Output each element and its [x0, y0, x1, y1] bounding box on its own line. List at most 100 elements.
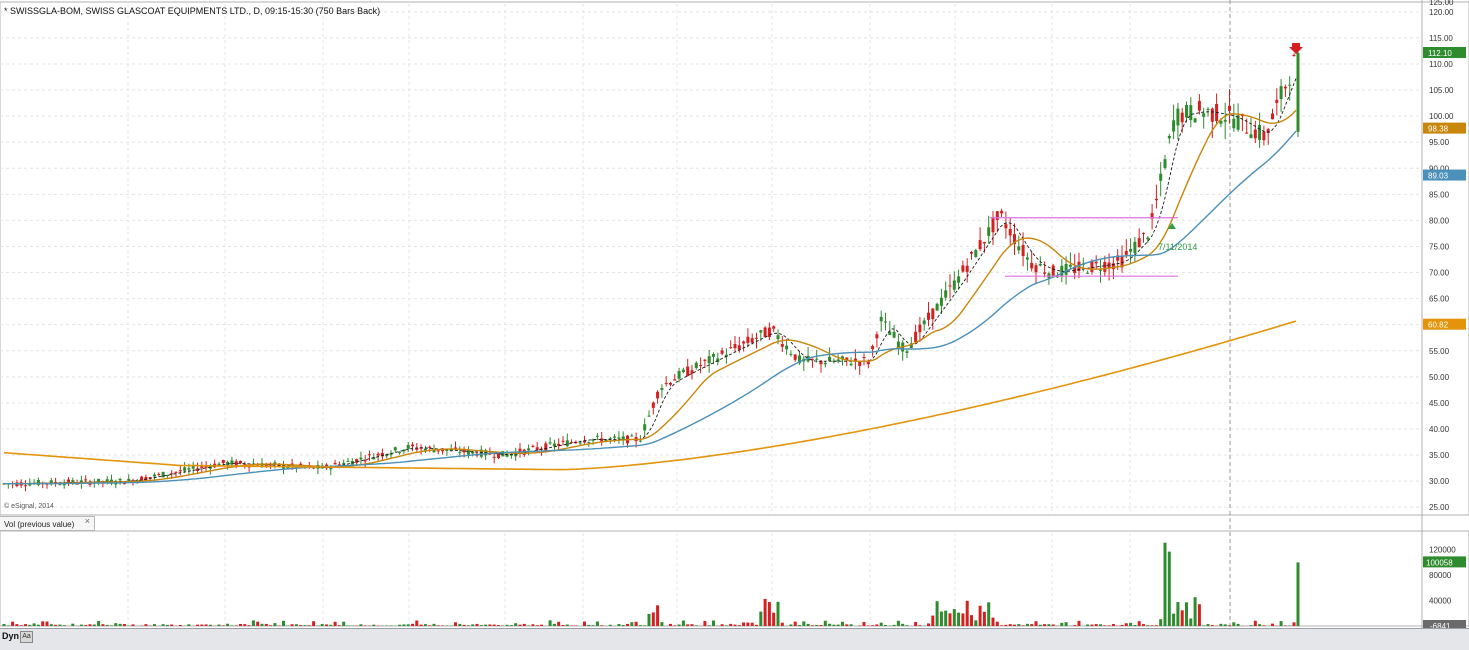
- volume-bar: [863, 622, 866, 626]
- candle-body: [996, 211, 999, 220]
- volume-bar: [630, 622, 633, 626]
- volume-bar: [304, 625, 307, 626]
- volume-bar: [170, 624, 173, 626]
- candle-body: [1275, 100, 1278, 103]
- volume-bar: [437, 625, 440, 626]
- candle-body: [1280, 86, 1283, 99]
- volume-bar: [596, 622, 599, 626]
- volume-bar: [1185, 602, 1188, 626]
- dyn-label[interactable]: Dyn: [2, 631, 19, 641]
- volume-bar: [936, 601, 939, 626]
- y-tick-label: 110.00: [1429, 60, 1453, 69]
- volume-bar: [230, 625, 233, 626]
- candle-body: [1086, 273, 1089, 274]
- volume-bar: [656, 605, 659, 626]
- volume-bar: [1155, 625, 1158, 626]
- volume-bar: [364, 625, 367, 626]
- candle-body: [334, 463, 337, 464]
- candle-body: [923, 320, 926, 324]
- volume-bar: [1284, 625, 1287, 626]
- volume-bar: [734, 625, 737, 626]
- candle-body: [721, 350, 724, 353]
- candle-body: [824, 363, 827, 364]
- volume-bar: [1090, 625, 1093, 626]
- candle-body: [230, 460, 233, 464]
- candle-body: [222, 460, 225, 463]
- volume-bar: [1000, 625, 1003, 626]
- dyn-button[interactable]: Aa: [20, 631, 33, 643]
- volume-bar: [1047, 624, 1050, 626]
- volume-bar: [738, 625, 741, 626]
- candle-body: [777, 335, 780, 339]
- volume-bar: [1030, 624, 1033, 626]
- volume-bar: [970, 615, 973, 626]
- candle-body: [949, 285, 952, 286]
- volume-bar: [467, 625, 470, 626]
- volume-bar: [114, 623, 117, 626]
- close-icon[interactable]: ×: [85, 514, 90, 529]
- candle-body: [1284, 87, 1287, 89]
- volume-bar: [600, 625, 603, 626]
- volume-bar: [1095, 624, 1098, 626]
- volume-bar: [63, 625, 66, 626]
- volume-bar: [1194, 597, 1197, 626]
- volume-bar: [635, 622, 638, 626]
- candle-body: [660, 388, 663, 390]
- candle-body: [1207, 109, 1210, 110]
- candle-body: [880, 317, 883, 321]
- candle-body: [875, 334, 878, 338]
- candle-body: [1103, 262, 1106, 272]
- candle-body: [1125, 251, 1128, 255]
- volume-bar: [179, 625, 182, 626]
- volume-bar: [476, 624, 479, 626]
- volume-bar: [1133, 625, 1136, 626]
- candle-body: [398, 452, 401, 453]
- volume-bar: [398, 625, 401, 626]
- volume-bar: [789, 624, 792, 626]
- volume-bar: [725, 625, 728, 626]
- volume-bar: [1052, 625, 1055, 626]
- volume-bar: [918, 625, 921, 626]
- volume-bar: [1146, 625, 1149, 626]
- volume-bar: [239, 624, 242, 626]
- volume-bar: [248, 625, 251, 626]
- volume-bar: [536, 625, 539, 626]
- candle-body: [394, 447, 397, 450]
- volume-bar: [746, 623, 749, 626]
- candle-body: [1297, 53, 1300, 132]
- volume-bar: [1125, 623, 1128, 626]
- volume-bar: [841, 622, 844, 626]
- volume-bar: [777, 602, 780, 626]
- candle-body: [781, 344, 784, 347]
- candle-body: [58, 484, 61, 485]
- candle-body: [428, 447, 431, 448]
- volume-pane-label: Vol (previous value): [4, 520, 74, 529]
- volume-bar: [562, 625, 565, 626]
- date-annotation: 7/11/2014: [1158, 242, 1197, 252]
- volume-bar: [807, 624, 810, 626]
- volume-bar: [97, 621, 100, 626]
- volume-bar: [205, 624, 208, 626]
- volume-bar: [11, 622, 14, 626]
- volume-bar: [15, 624, 18, 626]
- candle-body: [961, 265, 964, 271]
- volume-bar: [162, 624, 165, 626]
- candle-body: [699, 365, 702, 366]
- y-tick-label: 30.00: [1429, 477, 1450, 486]
- volume-bar: [1103, 625, 1106, 626]
- volume-bar: [1254, 621, 1257, 626]
- candle-body: [175, 472, 178, 473]
- volume-bar: [1121, 625, 1124, 626]
- candle-body: [708, 356, 711, 363]
- indicator-2-tag-text: 98.38: [1428, 125, 1449, 134]
- volume-bar: [686, 624, 689, 626]
- volume-bar: [798, 625, 801, 626]
- volume-bar: [961, 613, 964, 626]
- volume-bar: [1297, 562, 1300, 626]
- candle-body: [1142, 233, 1145, 234]
- volume-bar: [772, 613, 775, 626]
- volume-pane-tab[interactable]: Vol (previous value) ×: [0, 516, 95, 531]
- candle-body: [1245, 133, 1248, 134]
- candle-body: [918, 325, 921, 333]
- volume-bar: [669, 624, 672, 626]
